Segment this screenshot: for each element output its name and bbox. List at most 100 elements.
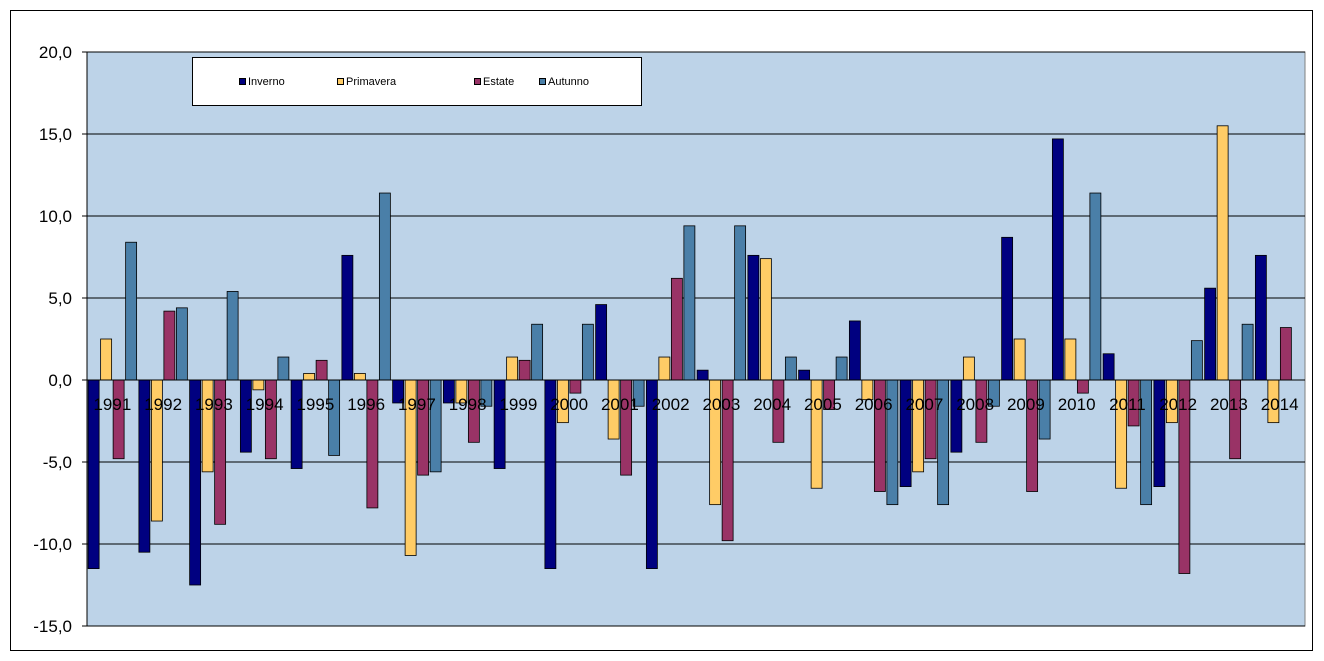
x-tick-label: 2002 [652, 395, 690, 414]
bar-autunno-1995 [328, 379, 341, 456]
x-tick-label: 2008 [956, 395, 994, 414]
legend-label-autunno: Autunno [548, 75, 589, 88]
x-tick-label: 1993 [195, 395, 233, 414]
bar-estate-2014 [1279, 327, 1292, 381]
bar-inverno-2013 [1204, 287, 1217, 381]
bar-estate-1991 [112, 379, 125, 460]
bar-primavera-1995 [303, 373, 316, 381]
legend-swatch-primavera [337, 78, 344, 85]
legend-label-estate: Estate [483, 75, 515, 88]
legend-item-primavera: Primavera [337, 76, 474, 88]
legend: Inverno Primavera Estate Autunno [192, 57, 642, 106]
y-tick-label: -5,0 [43, 453, 72, 472]
legend-item-estate: Estate [474, 76, 539, 88]
bar-autunno-1999 [531, 323, 544, 381]
x-tick-label: 2004 [753, 395, 791, 414]
y-tick-label: 15,0 [39, 125, 72, 144]
x-tick-label: 2001 [601, 395, 639, 414]
plot-background [86, 51, 1306, 627]
bar-primavera-1996 [353, 373, 366, 381]
bar-autunno-2000 [581, 323, 594, 381]
bar-autunno-2002 [683, 225, 696, 381]
bar-inverno-2014 [1254, 254, 1267, 381]
bar-inverno-1995 [290, 379, 303, 469]
legend-label-inverno: Inverno [248, 75, 285, 88]
bar-primavera-1999 [506, 356, 519, 381]
bar-inverno-2009 [1001, 236, 1014, 381]
x-tick-label: 2000 [550, 395, 588, 414]
x-tick-label: 1998 [449, 395, 487, 414]
x-tick-label: 2009 [1007, 395, 1045, 414]
bar-autunno-1991 [125, 241, 138, 381]
bar-estate-1999 [518, 359, 531, 381]
bar-inverno-2001 [595, 304, 608, 381]
x-tick-label: 2011 [1109, 395, 1146, 414]
bar-primavera-1994 [252, 379, 265, 391]
x-tick-label: 2003 [702, 395, 740, 414]
y-tick-label: -10,0 [33, 535, 72, 554]
bar-primavera-2013 [1216, 125, 1229, 381]
bar-inverno-2005 [798, 369, 811, 381]
legend-item-inverno: Inverno [239, 76, 337, 88]
x-tick-label: 2012 [1159, 395, 1197, 414]
x-tick-label: 2010 [1058, 395, 1096, 414]
bar-inverno-2010 [1051, 138, 1064, 381]
bar-primavera-1991 [100, 338, 113, 381]
bar-primavera-1993 [201, 379, 214, 473]
bar-inverno-1999 [493, 379, 506, 469]
x-tick-label: 1991 [93, 395, 131, 414]
y-tick-label: 5,0 [48, 289, 72, 308]
y-tick-label: 0,0 [48, 371, 72, 390]
bar-autunno-2003 [734, 225, 747, 381]
bar-autunno-1997 [429, 379, 442, 473]
bar-estate-2002 [670, 277, 683, 381]
bar-inverno-2011 [1102, 353, 1115, 381]
bar-inverno-1996 [341, 254, 354, 381]
bar-autunno-1996 [378, 192, 391, 381]
legend-swatch-inverno [239, 78, 246, 85]
bar-primavera-2007 [912, 379, 925, 473]
bar-inverno-2008 [950, 379, 963, 453]
x-tick-label: 2007 [905, 395, 943, 414]
bar-estate-2010 [1076, 379, 1089, 394]
bar-autunno-1994 [277, 356, 290, 381]
bar-estate-2007 [924, 379, 937, 460]
y-tick-label: 20,0 [39, 43, 72, 62]
x-tick-label: 2006 [855, 395, 893, 414]
x-tick-label: 1995 [296, 395, 334, 414]
legend-item-autunno: Autunno [539, 76, 619, 88]
bar-inverno-2004 [747, 254, 760, 381]
bar-autunno-2010 [1089, 192, 1102, 381]
bar-estate-1992 [163, 310, 176, 381]
x-tick-label: 1996 [347, 395, 385, 414]
bar-estate-2013 [1229, 379, 1242, 460]
bar-autunno-2012 [1190, 340, 1203, 381]
bar-autunno-2013 [1241, 323, 1254, 381]
bar-inverno-2003 [696, 369, 709, 381]
bar-autunno-2004 [784, 356, 797, 381]
bar-estate-1994 [264, 379, 277, 460]
x-tick-label: 1997 [398, 395, 436, 414]
x-tick-label: 2005 [804, 395, 842, 414]
bar-primavera-2004 [759, 258, 772, 381]
x-tick-label: 2014 [1261, 395, 1299, 414]
y-tick-label: 10,0 [39, 207, 72, 226]
x-tick-label: 1994 [246, 395, 284, 414]
bar-primavera-2002 [658, 356, 671, 381]
bar-autunno-1993 [226, 291, 239, 381]
bar-inverno-1994 [239, 379, 252, 453]
x-tick-label: 1992 [144, 395, 182, 414]
legend-swatch-estate [474, 78, 481, 85]
legend-label-primavera: Primavera [346, 75, 397, 88]
bar-inverno-2006 [848, 320, 861, 381]
bar-estate-2000 [569, 379, 582, 394]
bar-autunno-2005 [835, 356, 848, 381]
x-tick-label: 1999 [499, 395, 537, 414]
bar-primavera-2008 [962, 356, 975, 381]
y-tick-label: -15,0 [33, 617, 72, 636]
legend-swatch-autunno [539, 78, 546, 85]
x-tick-label: 2013 [1210, 395, 1248, 414]
bar-primavera-2009 [1013, 338, 1026, 381]
bar-autunno-1992 [175, 307, 188, 381]
